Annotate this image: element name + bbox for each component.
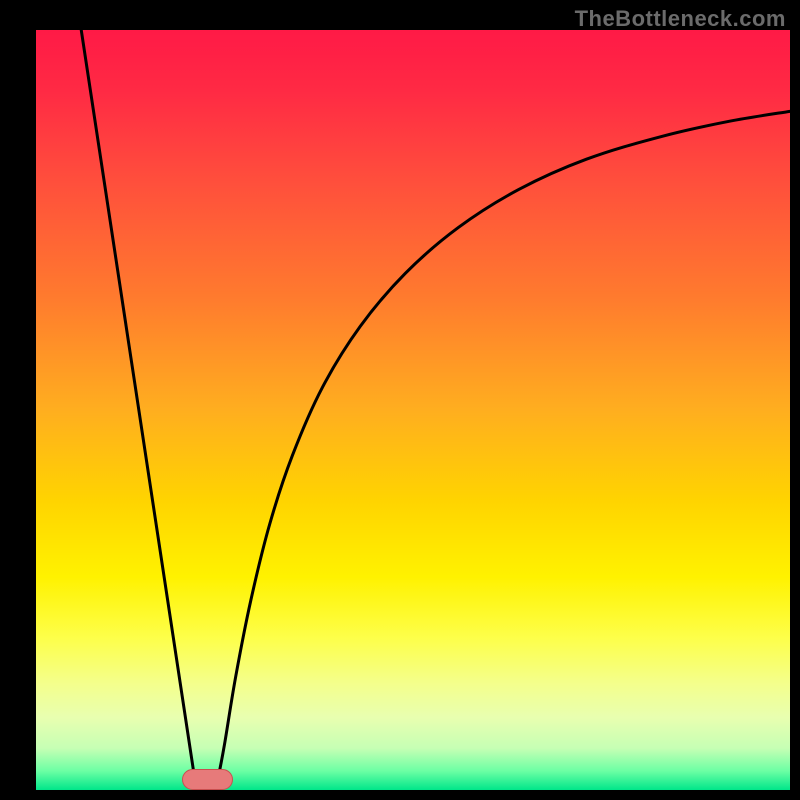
- watermark-text: TheBottleneck.com: [575, 6, 786, 32]
- optimum-marker: [182, 769, 232, 789]
- plot-area: [36, 30, 790, 790]
- bottleneck-left-line: [81, 30, 194, 776]
- bottleneck-right-curve: [218, 111, 790, 776]
- curves-layer: [36, 30, 790, 790]
- outer-frame: TheBottleneck.com: [0, 0, 800, 800]
